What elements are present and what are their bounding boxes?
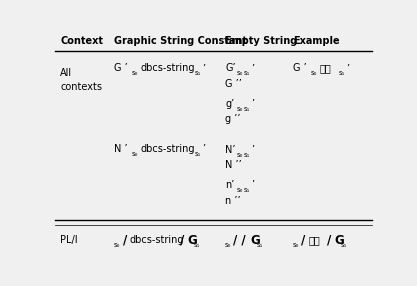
- Text: /: /: [301, 234, 305, 247]
- Text: s₀: s₀: [237, 70, 243, 76]
- Text: ’: ’: [346, 63, 349, 74]
- Text: G: G: [334, 234, 344, 247]
- Text: s₁: s₁: [341, 242, 347, 248]
- Text: / /: / /: [233, 234, 246, 247]
- Text: Empty String: Empty String: [225, 36, 297, 46]
- Text: s₀: s₀: [237, 152, 243, 158]
- Text: s₀: s₀: [225, 242, 231, 248]
- Text: s₀: s₀: [131, 151, 138, 157]
- Text: s₁: s₁: [244, 152, 250, 158]
- Text: 元氣: 元氣: [319, 63, 331, 74]
- Text: PL/I: PL/I: [60, 235, 78, 245]
- Text: s₁: s₁: [244, 187, 250, 193]
- Text: dbcs-string: dbcs-string: [130, 235, 184, 245]
- Text: n ’’: n ’’: [225, 196, 241, 206]
- Text: ’: ’: [251, 180, 254, 190]
- Text: s₁: s₁: [194, 151, 201, 157]
- Text: G: G: [187, 234, 197, 247]
- Text: N ’’: N ’’: [225, 160, 242, 170]
- Text: ’: ’: [251, 145, 254, 155]
- Text: dbcs-string: dbcs-string: [141, 63, 196, 74]
- Text: All
contexts: All contexts: [60, 68, 102, 92]
- Text: s₀: s₀: [131, 70, 138, 76]
- Text: s₁: s₁: [194, 242, 201, 248]
- Text: Example: Example: [293, 36, 339, 46]
- Text: s₁: s₁: [257, 242, 264, 248]
- Text: Context: Context: [60, 36, 103, 46]
- Text: ’: ’: [251, 99, 254, 109]
- Text: dbcs-string: dbcs-string: [141, 144, 196, 154]
- Text: s₁: s₁: [244, 70, 250, 76]
- Text: s₁: s₁: [339, 70, 345, 76]
- Text: G: G: [250, 234, 260, 247]
- Text: s₁: s₁: [194, 70, 201, 76]
- Text: Graphic String Constant: Graphic String Constant: [113, 36, 246, 46]
- Text: 元氣: 元氣: [308, 235, 320, 245]
- Text: G ’’: G ’’: [225, 79, 242, 89]
- Text: s₀: s₀: [237, 106, 243, 112]
- Text: n’: n’: [225, 180, 234, 190]
- Text: s₀: s₀: [293, 242, 299, 248]
- Text: ’: ’: [202, 63, 206, 74]
- Text: s₁: s₁: [244, 106, 250, 112]
- Text: /: /: [180, 234, 184, 247]
- Text: /: /: [327, 234, 331, 247]
- Text: G ’: G ’: [113, 63, 131, 74]
- Text: /: /: [123, 234, 127, 247]
- Text: g’: g’: [225, 99, 234, 109]
- Text: G’: G’: [225, 63, 236, 74]
- Text: g ’’: g ’’: [225, 114, 241, 124]
- Text: G ’: G ’: [293, 63, 310, 74]
- Text: s₀: s₀: [311, 70, 317, 76]
- Text: N’: N’: [225, 145, 236, 155]
- Text: s₀: s₀: [237, 187, 243, 193]
- Text: s₀: s₀: [113, 242, 120, 248]
- Text: ’: ’: [202, 144, 206, 154]
- Text: ’: ’: [251, 63, 254, 74]
- Text: N ’: N ’: [113, 144, 130, 154]
